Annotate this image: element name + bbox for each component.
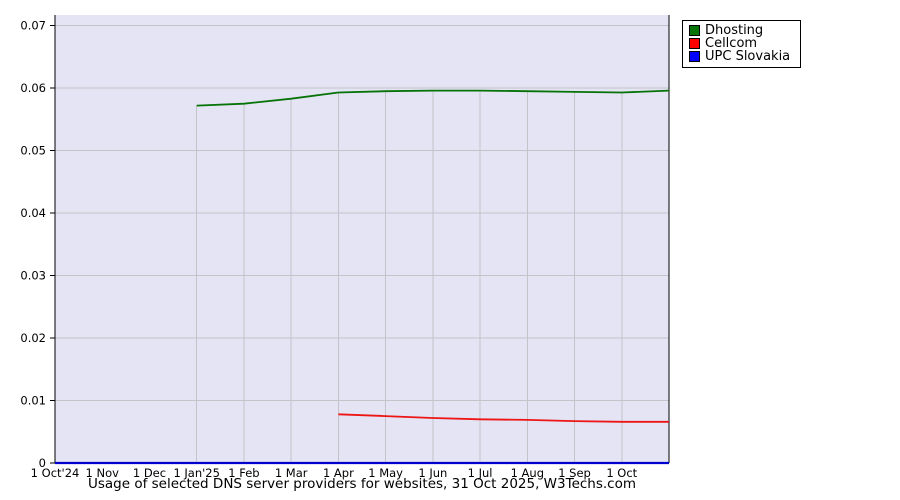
x-tick-label: 1 Jul (468, 466, 493, 480)
y-tick-label: 0.01 (20, 394, 46, 408)
legend-item: Cellcom (689, 37, 790, 50)
x-tick-label: 1 Feb (228, 466, 259, 480)
y-tick-label: 0 (39, 456, 46, 470)
x-tick-label: 1 Oct'24 (31, 466, 80, 480)
y-tick-label: 0.07 (20, 19, 46, 33)
y-tick-label: 0.04 (20, 206, 46, 220)
series-line-dhosting (196, 89, 670, 107)
x-tick-label: 1 May (368, 466, 403, 480)
x-tick-label: 1 Nov (86, 466, 120, 480)
x-tick-label: 1 Oct (606, 466, 637, 480)
chart-caption: Usage of selected DNS server providers f… (87, 476, 637, 492)
x-tick-label: 1 Jan'25 (173, 466, 220, 480)
y-tick-label: 0.03 (20, 269, 46, 283)
legend-item-label: UPC Slovakia (705, 49, 791, 64)
y-tick-label: 0.06 (20, 81, 46, 95)
plot-area (55, 15, 669, 463)
legend-item-label: Cellcom (705, 36, 758, 51)
x-tick-label: 1 Sep (558, 466, 591, 480)
y-tick-label: 0.02 (20, 331, 46, 345)
legend-item: UPC Slovakia (689, 50, 790, 63)
legend-swatch (689, 25, 700, 36)
x-tick-label: 1 Apr (323, 466, 354, 480)
x-tick-label: 1 Jun (418, 466, 447, 480)
series-line-cellcom (338, 413, 669, 423)
legend-swatch (689, 51, 700, 62)
legend-item: Dhosting (689, 24, 790, 37)
chart-legend: Dhosting Cellcom UPC Slovakia (682, 20, 802, 68)
x-tick-label: 1 Dec (133, 466, 166, 480)
legend-item-label: Dhosting (705, 23, 764, 38)
x-tick-label: 1 Mar (275, 466, 308, 480)
x-tick-label: 1 Aug (511, 466, 544, 480)
legend-swatch (689, 38, 700, 49)
y-tick-label: 0.05 (20, 144, 46, 158)
